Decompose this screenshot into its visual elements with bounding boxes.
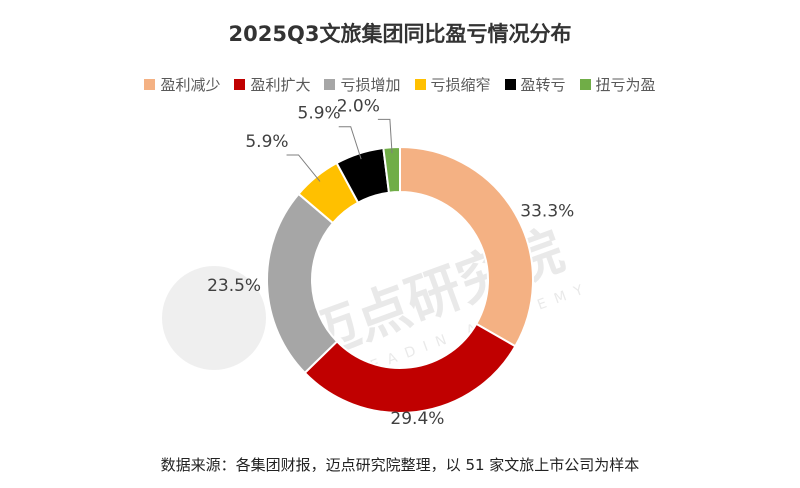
legend-label: 盈利减少 <box>160 76 221 94</box>
leader-line <box>338 126 362 160</box>
data-label: 29.4% <box>390 409 444 429</box>
legend-swatch <box>324 79 336 90</box>
legend-item: 盈利扩大 <box>234 74 310 95</box>
donut-slice <box>303 322 517 414</box>
legend-swatch <box>234 79 246 90</box>
legend-swatch <box>504 79 516 90</box>
donut-slice <box>266 192 339 375</box>
chart-title: 2025Q3文旅集团同比盈亏情况分布 <box>228 22 572 46</box>
legend-item: 亏损增加 <box>324 74 401 95</box>
legend-label: 亏损增加 <box>340 76 401 94</box>
data-label: 5.9% <box>298 104 341 124</box>
leader-line <box>286 154 321 182</box>
legend-label: 扭亏为盈 <box>595 76 656 94</box>
donut-slice <box>399 145 534 348</box>
legend-item: 盈转亏 <box>504 74 566 95</box>
data-label: 5.9% <box>245 132 288 152</box>
legend-label: 盈转亏 <box>520 76 566 94</box>
legend-item: 亏损缩窄 <box>414 74 491 95</box>
legend-label: 亏损缩窄 <box>430 76 491 94</box>
source-note: 数据来源：各集团财报，迈点研究院整理，以 51 家文旅上市公司为样本 <box>160 456 640 474</box>
legend-item: 盈利减少 <box>144 74 220 95</box>
watermark-logo <box>162 266 266 370</box>
legend-label: 盈利扩大 <box>250 76 311 94</box>
legend-swatch <box>144 79 156 90</box>
legend-item: 扭亏为盈 <box>579 74 656 95</box>
donut-slice <box>382 145 401 194</box>
legend-swatch <box>579 79 591 90</box>
chart-legend: 盈利减少 盈利扩大 亏损增加 亏损缩窄 盈转亏 扭亏为盈 <box>0 74 800 95</box>
data-label: 23.5% <box>207 276 261 296</box>
legend-swatch <box>414 79 426 90</box>
data-label: 2.0% <box>337 96 380 116</box>
leader-line <box>377 118 393 154</box>
data-label: 33.3% <box>520 201 574 221</box>
